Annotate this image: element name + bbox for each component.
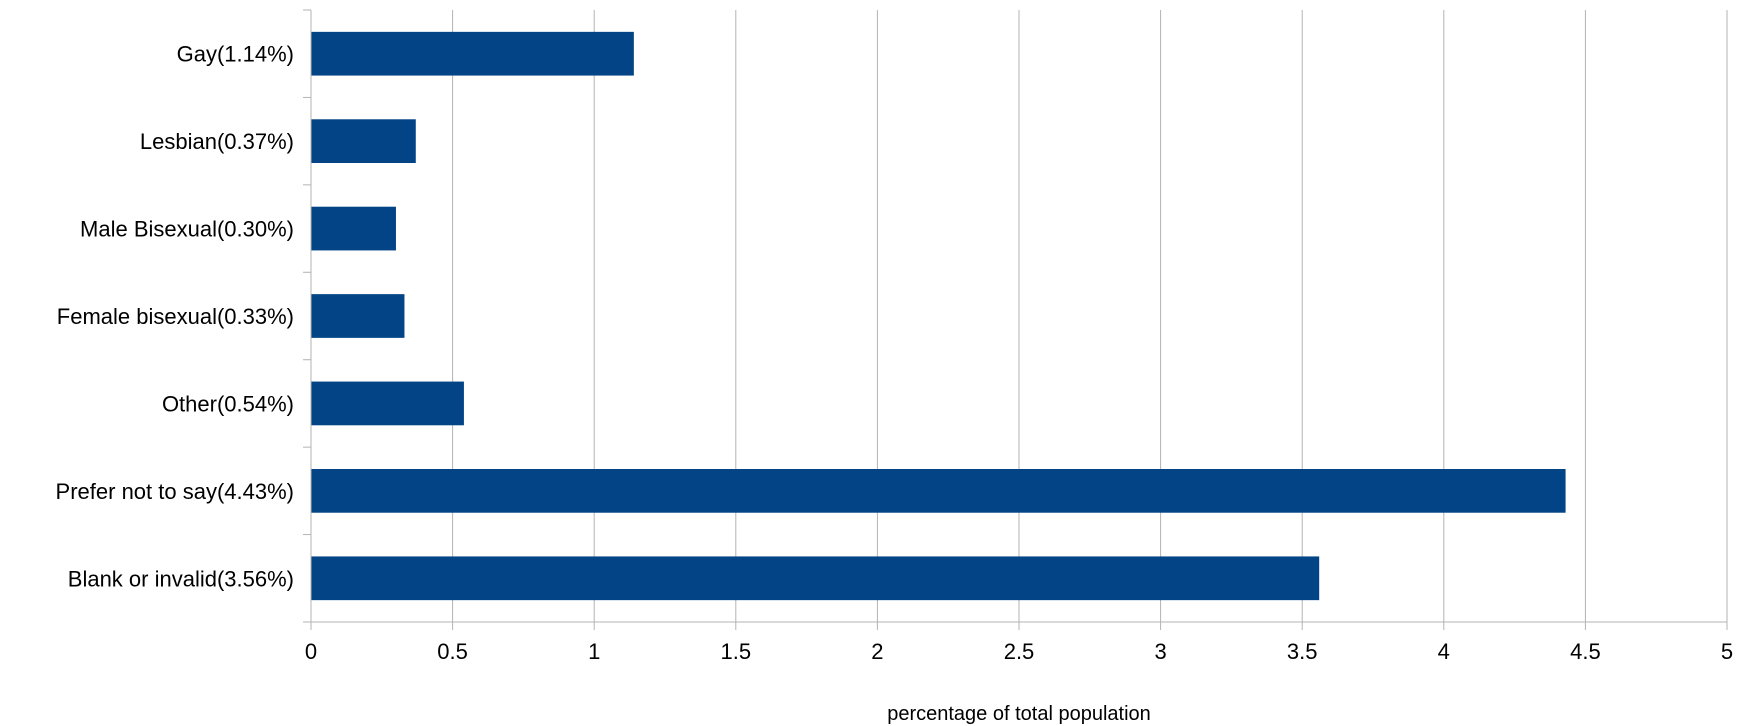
grid-lines: [303, 9, 1728, 630]
bar: [311, 469, 1566, 513]
axes: [310, 10, 1727, 623]
x-axis-title: percentage of total population: [887, 703, 1151, 725]
bars: [311, 31, 1566, 601]
bar: [311, 294, 405, 338]
x-tick-labels: 0 0.5 1 1.5 2 2.5 3 3.5 4 4.5 5: [305, 639, 1733, 664]
x-tick-label: 2: [871, 639, 883, 664]
category-label: Female bisexual(0.33%): [57, 304, 294, 329]
x-tick-label: 2.5: [1004, 639, 1035, 664]
category-label: Gay(1.14%): [177, 42, 294, 67]
category-label: Male Bisexual(0.30%): [80, 217, 294, 242]
category-label: Blank or invalid(3.56%): [68, 566, 294, 591]
bar: [311, 206, 396, 251]
x-tick-label: 1.5: [721, 639, 752, 664]
bar: [311, 381, 464, 426]
x-tick-label: 5: [1721, 639, 1733, 664]
x-tick-label: 0.5: [437, 639, 468, 664]
x-tick-label: 4.5: [1570, 639, 1601, 664]
x-tick-label: 3.5: [1287, 639, 1318, 664]
x-tick-label: 4: [1438, 639, 1450, 664]
bar: [311, 556, 1320, 601]
bar: [311, 31, 634, 76]
category-labels: Gay(1.14%) Lesbian(0.37%) Male Bisexual(0.…: [56, 42, 294, 592]
category-label: Lesbian(0.37%): [140, 129, 294, 154]
bar: [311, 119, 416, 163]
category-label: Other(0.54%): [162, 391, 294, 416]
x-tick-label: 0: [305, 639, 317, 664]
category-label: Prefer not to say(4.43%): [56, 479, 294, 504]
x-tick-label: 3: [1154, 639, 1166, 664]
x-tick-label: 1: [588, 639, 600, 664]
